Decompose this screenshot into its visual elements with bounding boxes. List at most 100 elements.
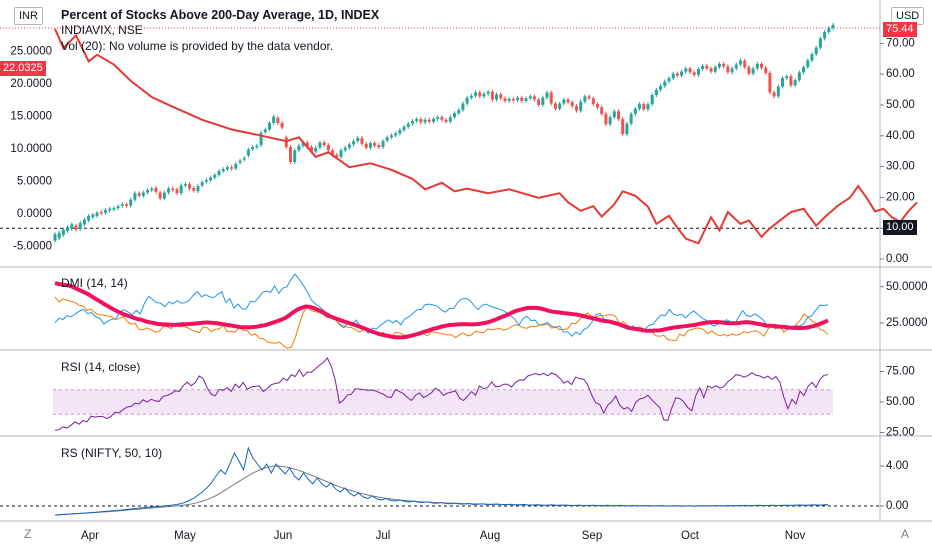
candle <box>802 67 806 73</box>
candle <box>692 72 696 75</box>
candle <box>171 188 175 191</box>
candle <box>61 229 65 235</box>
candle <box>78 223 82 229</box>
candle <box>167 188 171 193</box>
candle <box>116 206 120 209</box>
candle <box>267 123 271 130</box>
candle <box>124 204 128 206</box>
candle <box>549 92 553 104</box>
left-axis-label: 15.0000 <box>10 111 52 123</box>
rs-series-line <box>54 446 829 516</box>
auto-scale-a-button[interactable]: A <box>901 527 910 541</box>
candle <box>730 68 734 73</box>
candle <box>238 160 242 163</box>
left-axis-label: 5.0000 <box>17 176 52 188</box>
candle <box>314 147 318 152</box>
candle <box>448 117 452 122</box>
candle <box>503 98 507 101</box>
candle <box>389 135 393 138</box>
left-axis-label: 25.0000 <box>10 46 52 58</box>
candle <box>675 73 679 76</box>
candle <box>251 147 255 149</box>
left-axis-label: 10.0000 <box>10 143 52 155</box>
candle <box>818 38 822 48</box>
right-axis-label: 60.00 <box>886 68 915 80</box>
candle <box>482 93 486 97</box>
candle <box>377 145 381 148</box>
candle <box>793 80 797 86</box>
candle <box>495 94 499 100</box>
candle <box>343 147 347 151</box>
candle <box>385 137 389 141</box>
candle <box>574 106 578 111</box>
candle <box>305 142 309 148</box>
candle <box>440 117 444 120</box>
rsi-legend: RSI (14, close) <box>61 360 141 374</box>
left-axis-label: -5.0000 <box>13 241 52 253</box>
right-axis-label: 70.00 <box>886 37 915 49</box>
candle <box>381 141 385 148</box>
candle <box>423 119 427 123</box>
left-axis-label: 20.0000 <box>10 78 52 90</box>
candle <box>82 219 86 225</box>
candle <box>621 119 625 135</box>
candle <box>797 72 801 81</box>
right-axis-label: 30.00 <box>886 161 915 173</box>
candle <box>772 92 776 97</box>
rsi-series-line <box>54 357 829 431</box>
right-axis-label: 0.00 <box>886 253 908 265</box>
candle <box>373 143 377 146</box>
candle <box>642 104 646 110</box>
candle <box>91 214 95 218</box>
auto-scale-z-button[interactable]: Z <box>24 527 32 541</box>
candle <box>158 192 162 199</box>
candle <box>57 232 61 239</box>
x-axis-month-label: Apr <box>81 530 99 542</box>
candle <box>713 67 717 72</box>
candle <box>103 210 107 213</box>
x-axis-month-label: Nov <box>785 530 806 542</box>
main-legend: Percent of Stocks Above 200-Day Average,… <box>61 8 379 53</box>
candle <box>259 132 263 146</box>
candle <box>520 97 524 101</box>
hline-price-tag: 10.00 <box>883 220 917 235</box>
candle <box>558 103 562 109</box>
candle <box>335 154 339 157</box>
candle <box>810 54 814 61</box>
candle <box>175 189 179 194</box>
candle <box>633 108 637 114</box>
candle <box>360 137 364 144</box>
rs-axis-label: 0.00 <box>886 500 908 512</box>
candle <box>225 167 229 170</box>
candle <box>415 119 419 122</box>
left-currency-button[interactable]: INR <box>14 7 43 25</box>
candle <box>150 188 154 191</box>
rsi-axis-label: 50.00 <box>886 396 915 408</box>
candle <box>465 97 469 104</box>
candle <box>755 63 759 69</box>
candle <box>188 184 192 189</box>
left-axis-label: 0.0000 <box>17 208 52 220</box>
candle <box>789 76 793 86</box>
rsi-band <box>53 389 833 415</box>
x-axis-month-label: Aug <box>480 530 500 542</box>
candle <box>120 204 124 206</box>
candle <box>137 193 141 196</box>
candle <box>722 63 726 67</box>
candle <box>331 150 335 155</box>
candle <box>406 123 410 127</box>
candle <box>221 169 225 172</box>
candle <box>831 24 835 29</box>
candle <box>663 81 667 86</box>
candle <box>499 94 503 99</box>
dmi-series-line <box>54 296 829 349</box>
candle <box>398 130 402 134</box>
x-axis-month-label: Jul <box>376 530 391 542</box>
x-axis-month-label: Jun <box>274 530 293 542</box>
candle <box>688 68 692 73</box>
candle <box>541 97 545 105</box>
candle <box>213 175 217 178</box>
candle <box>638 104 642 109</box>
candle <box>95 212 99 216</box>
candle <box>318 142 322 148</box>
